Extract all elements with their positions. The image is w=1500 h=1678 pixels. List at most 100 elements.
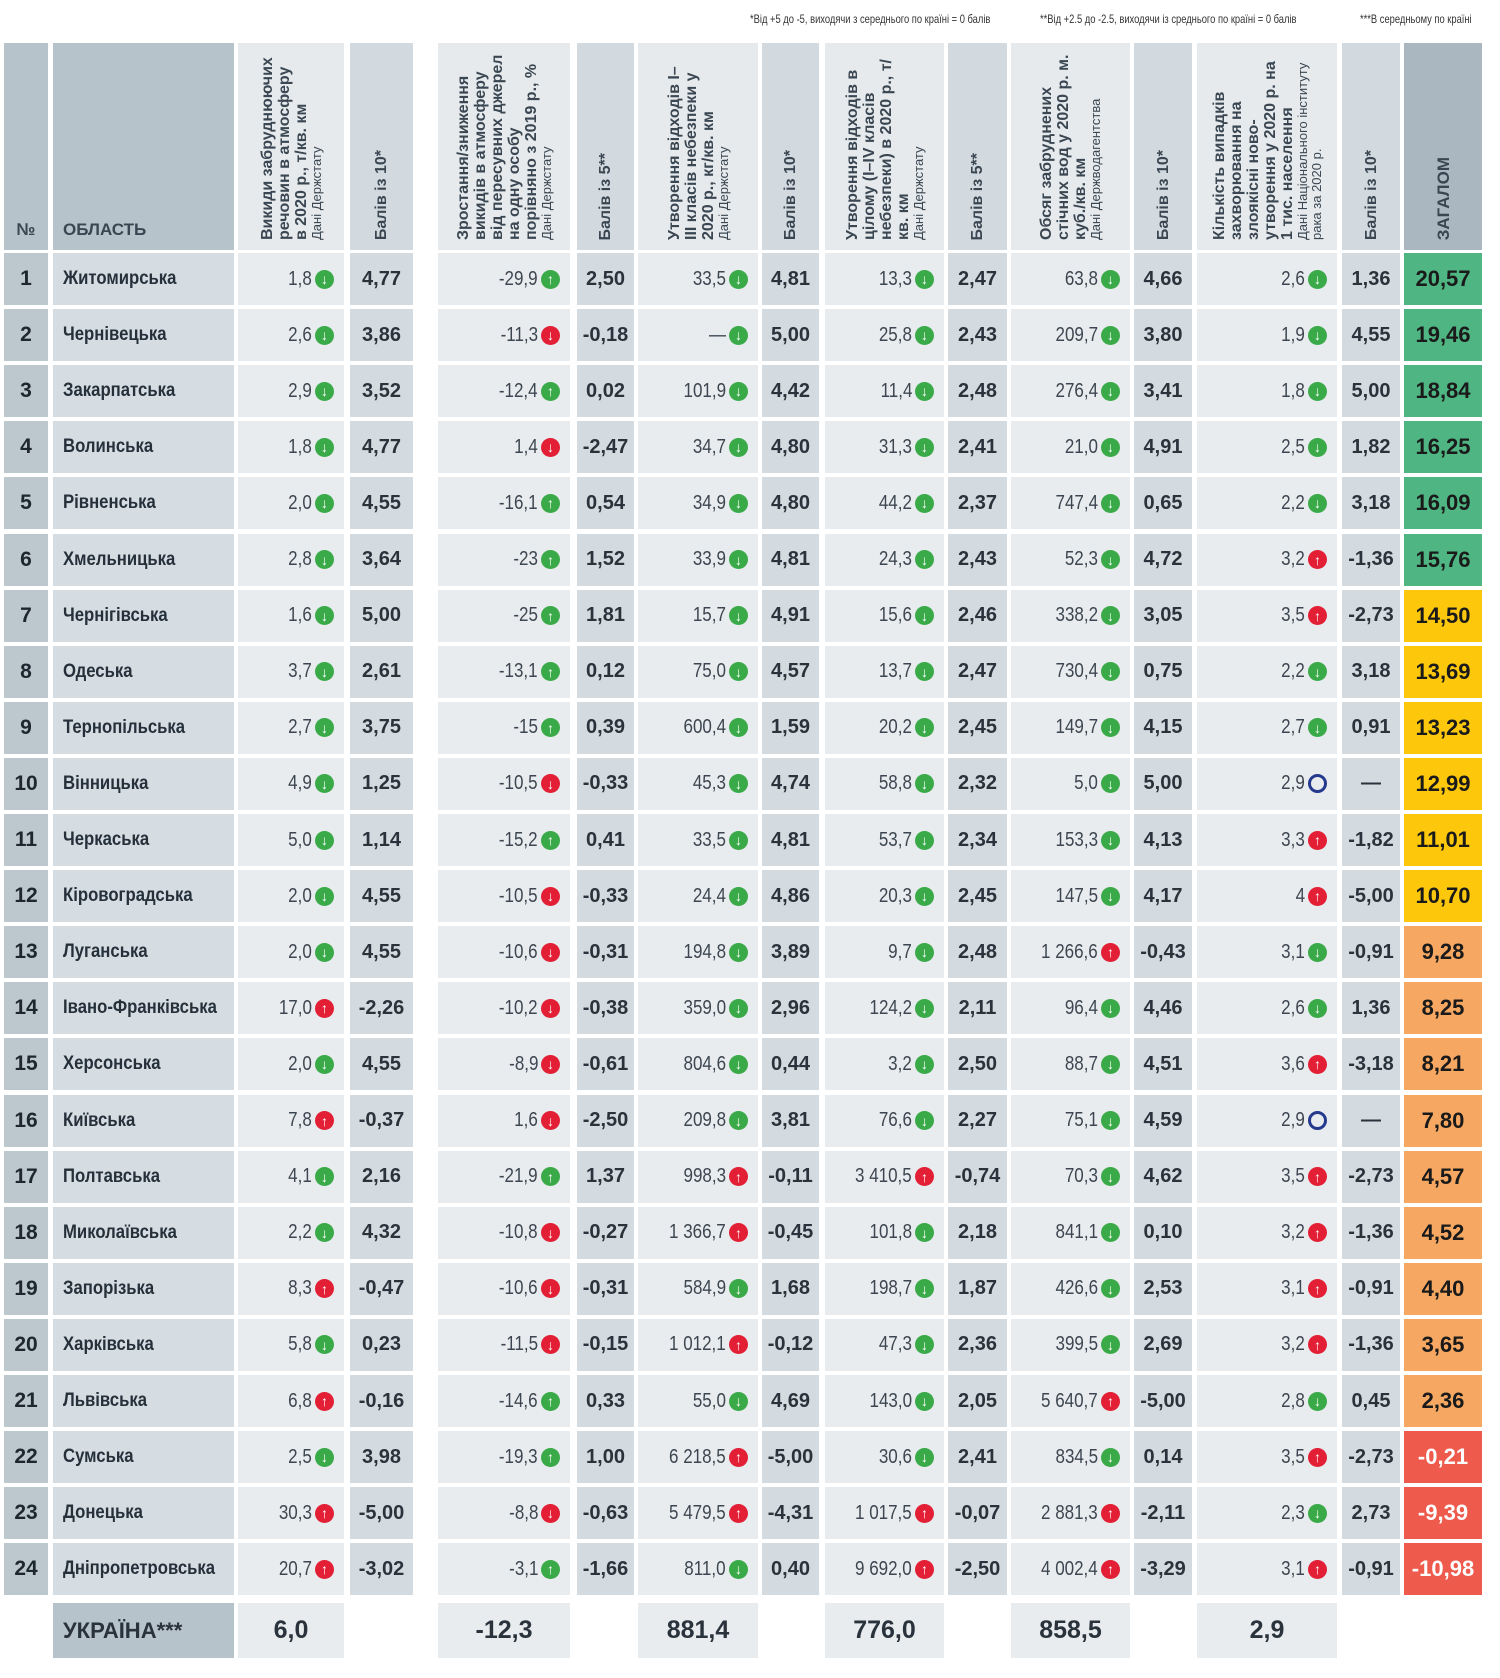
green-down-arrow-icon: ↓: [729, 662, 748, 682]
header-s4-label: Балів із 5**: [969, 152, 986, 240]
total-score: 15,76: [1404, 533, 1482, 586]
indicator-value: 20,3 ↓: [825, 870, 944, 923]
green-down-arrow-icon: ↓: [315, 942, 334, 962]
red-up-arrow-icon: ↑: [1308, 886, 1327, 906]
green-up-arrow-icon: ↑: [541, 381, 560, 401]
score-value: -3,02: [350, 1543, 413, 1596]
score-value: 3,80: [1134, 309, 1192, 362]
score-value: 0,41: [577, 814, 634, 866]
value-text: -8,8: [508, 1501, 538, 1524]
region-name: Чернівецька: [53, 309, 234, 362]
indicator-value: -25 ↑: [438, 589, 570, 642]
value-text: 804,6: [683, 1052, 726, 1075]
indicator-value: 209,7 ↓: [1011, 309, 1130, 362]
score-value: 1,82: [1342, 421, 1400, 474]
indicator-value: 2,7 ↓: [238, 701, 344, 754]
value-text: 2,0: [288, 940, 312, 963]
indicator-value: 70,3 ↓: [1011, 1150, 1130, 1203]
red-up-arrow-icon: ↑: [729, 1503, 748, 1523]
score-value: 4,77: [350, 421, 413, 474]
indicator-value: 3,5 ↑: [1197, 1150, 1337, 1203]
indicator-value: 9 692,0 ↑: [825, 1543, 944, 1596]
score-value: 0,14: [1134, 1431, 1192, 1484]
value-text: 338,2: [1055, 604, 1098, 627]
indicator-value: -16,1 ↑: [438, 477, 570, 530]
value-text: 5 479,5: [669, 1501, 726, 1524]
indicator-value: 3,2 ↑: [1197, 533, 1337, 586]
value-text: 2,9: [288, 379, 312, 402]
indicator-value: -10,8 ↓: [438, 1206, 570, 1259]
region-name-text: Івано-Франківська: [63, 997, 217, 1019]
indicator-value: 1,8 ↓: [238, 421, 344, 474]
score-value: -5,00: [350, 1487, 413, 1540]
region-name: Полтавська: [53, 1150, 234, 1203]
value-text: 55,0: [692, 1389, 726, 1412]
total-score: 8,21: [1404, 1038, 1482, 1091]
value-text: 20,7: [278, 1557, 312, 1580]
indicator-value: 2,5 ↓: [238, 1431, 344, 1484]
indicator-value: 34,9 ↓: [638, 477, 758, 530]
indicator-value: 17,0 ↑: [238, 982, 344, 1035]
region-name: Київська: [53, 1094, 234, 1147]
value-text: -8,9: [508, 1052, 538, 1075]
value-text: 20,2: [878, 716, 912, 739]
rank-number: 15: [4, 1038, 48, 1091]
region-name: Сумська: [53, 1431, 234, 1484]
value-text: -3,1: [508, 1557, 538, 1580]
indicator-value: 2,5 ↓: [1197, 421, 1337, 474]
total-score: 19,46: [1404, 309, 1482, 362]
ukraine-average-c2: -12,3: [438, 1603, 570, 1658]
total-score: 4,52: [1404, 1206, 1482, 1259]
rank-number: 10: [4, 757, 48, 810]
region-name: Херсонська: [53, 1038, 234, 1091]
score-value: 4,32: [350, 1206, 413, 1259]
green-down-arrow-icon: ↓: [315, 381, 334, 401]
score-value: -2,26: [350, 982, 413, 1035]
value-text: 6,8: [288, 1389, 312, 1412]
score-value: 2,69: [1134, 1318, 1192, 1371]
value-text: 2,3: [1281, 1501, 1305, 1524]
indicator-value: 1 017,5 ↑: [825, 1487, 944, 1540]
score-value: 4,57: [762, 645, 819, 698]
region-name: Рівненська: [53, 477, 234, 530]
score-value: 1,25: [350, 757, 413, 810]
header-c3-title: Утворення відходів I–III класів небезпек…: [665, 66, 717, 240]
value-text: 2 881,3: [1041, 1501, 1098, 1524]
score-value: 0,91: [1342, 701, 1400, 754]
region-name: Запорізька: [53, 1262, 234, 1315]
score-value: -1,66: [577, 1543, 634, 1596]
value-text: -16,1: [499, 491, 538, 514]
green-down-arrow-icon: ↓: [729, 1391, 748, 1411]
red-up-arrow-icon: ↑: [315, 1559, 334, 1579]
score-value: -0,12: [762, 1318, 819, 1371]
score-value: 2,50: [948, 1038, 1007, 1091]
value-text: 747,4: [1055, 491, 1098, 514]
value-text: 75,0: [692, 660, 726, 683]
value-text: 47,3: [878, 1333, 912, 1356]
value-text: -15: [513, 716, 538, 739]
score-value: -0,74: [948, 1150, 1007, 1203]
score-value: -0,38: [577, 982, 634, 1035]
score-value: 2,45: [948, 870, 1007, 923]
green-down-arrow-icon: ↓: [915, 1111, 934, 1130]
indicator-value: 194,8 ↓: [638, 926, 758, 979]
indicator-value: 2,9: [1197, 757, 1337, 810]
score-value: -0,16: [350, 1375, 413, 1427]
indicator-value: 3,2 ↓: [825, 1038, 944, 1091]
score-value: 1,59: [762, 701, 819, 754]
red-down-arrow-icon: ↓: [541, 1223, 560, 1243]
indicator-value: 1,6 ↓: [438, 1094, 570, 1147]
value-text: -23: [513, 548, 538, 570]
header-c5: Обсяг забруднених стічних вод у 2020 р. …: [1011, 43, 1130, 250]
green-down-arrow-icon: ↓: [915, 437, 934, 457]
value-text: 34,9: [692, 491, 726, 514]
indicator-value: 5,8 ↓: [238, 1318, 344, 1371]
indicator-value: -8,8 ↓: [438, 1487, 570, 1540]
green-down-arrow-icon: ↓: [729, 1111, 748, 1130]
score-value: 5,00: [1342, 365, 1400, 418]
header-c1-source: Дані Держстату: [308, 146, 324, 240]
red-down-arrow-icon: ↓: [541, 437, 560, 457]
indicator-value: 63,8 ↓: [1011, 253, 1130, 305]
green-down-arrow-icon: ↓: [1101, 493, 1120, 513]
value-text: 4: [1295, 884, 1305, 907]
